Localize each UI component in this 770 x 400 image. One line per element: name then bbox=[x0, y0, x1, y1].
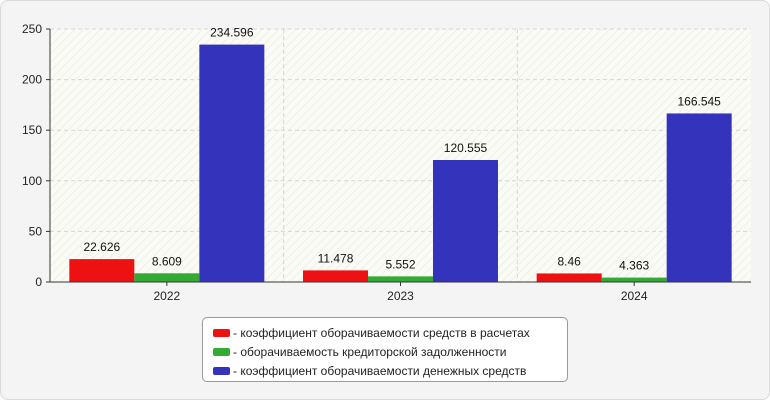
data-label: 120.555 bbox=[444, 141, 488, 155]
legend-item: - оборачиваемость кредиторской задолженн… bbox=[213, 342, 567, 361]
y-tick-label: 50 bbox=[29, 224, 43, 238]
legend-item: - коэффициент оборачиваемости средств в … bbox=[213, 323, 567, 342]
axes: 0 50 100 150 200 250 2022 2023 2024 bbox=[22, 22, 751, 303]
bar bbox=[199, 44, 265, 282]
bar bbox=[666, 113, 732, 283]
bar bbox=[303, 270, 368, 282]
legend-label: - коэффициент оборачиваемости денежных с… bbox=[233, 363, 527, 378]
grid bbox=[50, 28, 751, 282]
legend-swatch-green bbox=[213, 347, 230, 356]
y-tick-label: 250 bbox=[22, 22, 42, 36]
x-tick-label: 2024 bbox=[621, 289, 648, 303]
legend-item: - коэффициент оборачиваемости денежных с… bbox=[213, 361, 567, 380]
bar bbox=[368, 276, 433, 282]
data-label: 5.552 bbox=[385, 257, 415, 271]
x-tick-label: 2023 bbox=[387, 289, 414, 303]
data-label: 166.545 bbox=[677, 94, 721, 108]
legend-label: - оборачиваемость кредиторской задолженн… bbox=[233, 344, 507, 359]
data-label: 234.596 bbox=[210, 26, 254, 40]
legend-swatch-red bbox=[213, 328, 230, 337]
bar bbox=[433, 159, 498, 282]
bars: 22.626 8.609 234.596 11.478 5.552 120.555 8.46… bbox=[69, 26, 732, 283]
y-tick-label: 200 bbox=[22, 73, 42, 87]
data-label: 11.478 bbox=[318, 251, 354, 265]
bar bbox=[69, 259, 135, 282]
data-label: 8.609 bbox=[152, 254, 182, 268]
plot-area bbox=[50, 29, 751, 282]
y-tick-label: 150 bbox=[22, 123, 42, 137]
legend-swatch-blue bbox=[213, 366, 230, 375]
bar bbox=[134, 273, 200, 282]
legend-label: - коэффициент оборачиваемости средств в … bbox=[233, 325, 530, 340]
data-label: 8.46 bbox=[557, 254, 581, 268]
x-tick-label: 2022 bbox=[153, 289, 180, 303]
bar bbox=[601, 277, 667, 282]
y-tick-label: 0 bbox=[35, 275, 42, 289]
bar bbox=[536, 273, 602, 282]
data-label: 4.363 bbox=[619, 259, 649, 273]
y-tick-label: 100 bbox=[22, 174, 42, 188]
data-label: 22.626 bbox=[83, 240, 120, 254]
bar-chart: 22.626 8.609 234.596 11.478 5.552 120.555 8.46… bbox=[22, 22, 751, 303]
legend: - коэффициент оборачиваемости средств в … bbox=[202, 317, 568, 382]
